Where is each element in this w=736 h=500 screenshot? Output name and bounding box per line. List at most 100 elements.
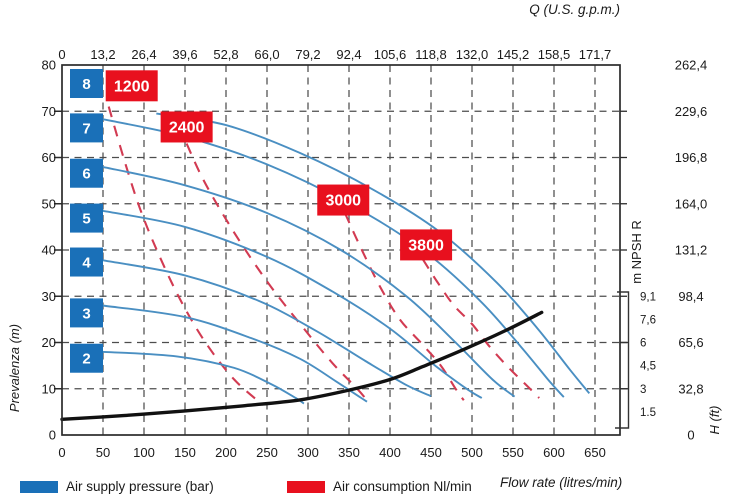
left-axis-tick-label: 40 [42, 243, 56, 258]
pressure-badge-square [70, 113, 103, 143]
top-axis-tick-label: 13,2 [90, 47, 115, 62]
bottom-axis-tick-label: 100 [133, 445, 155, 460]
top-axis-tick-label: 0 [58, 47, 65, 62]
pressure-badge-square [70, 343, 103, 373]
right-axis-tick-label: 0 [687, 428, 694, 443]
right-axis-tick-label: 131,2 [675, 243, 708, 258]
consumption-badge-number: 2400 [169, 119, 205, 136]
bottom-axis-tick-label: 600 [543, 445, 565, 460]
pressure-curve-badge-2bar: 2 [70, 343, 103, 373]
left-axis-tick-label: 0 [49, 428, 56, 443]
bottom-axis-tick-label: 450 [420, 445, 442, 460]
pressure-curve-badge-4bar: 4 [70, 247, 103, 277]
consumption-badge-number: 3000 [325, 193, 361, 210]
top-axis-tick-label: 92,4 [336, 47, 361, 62]
consumption-badge-box [105, 70, 158, 102]
right-axis-tick-label: 164,0 [675, 196, 708, 211]
top-axis-tick-label: 66,0 [254, 47, 279, 62]
npsh-r-curve [60, 310, 544, 421]
legend-label-air-consumption: Air consumption Nl/min [333, 479, 472, 494]
consumption-curve-badge-3800: 3800 [400, 229, 453, 261]
consumption-curve-badge-3000: 3000 [317, 184, 370, 216]
bottom-axis-tick-label: 200 [215, 445, 237, 460]
pressure-curve-badge-8bar: 8 [70, 69, 103, 98]
top-axis-tick-label: 132,0 [456, 47, 489, 62]
air-supply-pressure-curve-4bar [102, 259, 432, 397]
pressure-curve-badge-6bar: 6 [70, 158, 103, 188]
bottom-axis-tick-label: 400 [379, 445, 401, 460]
left-axis-tick-label: 10 [42, 381, 56, 396]
consumption-curve-badge-1200: 1200 [105, 70, 158, 102]
consumption-badge-box [160, 111, 213, 143]
right-axis-tick-label: 229,6 [675, 104, 708, 119]
top-axis-tick-label: 79,2 [295, 47, 320, 62]
top-axis-tick-label: 39,6 [172, 47, 197, 62]
air-consumption-curve-1200 [107, 106, 264, 406]
pressure-curve-badge-7bar: 7 [70, 113, 103, 143]
npsh-axis-title: m NPSH R [629, 220, 644, 284]
npsh-scale-tick-label: 7,6 [640, 314, 656, 326]
left-axis-tick-label: 30 [42, 289, 56, 304]
x-axis-title: Flow rate (litres/min) [500, 475, 623, 490]
pressure-badge-number: 6 [82, 166, 90, 183]
pressure-badge-number: 8 [82, 76, 90, 93]
air-supply-pressure-curve-8bar [156, 112, 591, 395]
pressure-badge-square [70, 158, 103, 188]
bottom-axis-tick-label: 650 [584, 445, 606, 460]
air-supply-pressure-curve-6bar [101, 165, 516, 398]
top-axis-tick-label: 105,6 [374, 47, 407, 62]
top-axis-tick-label: 145,2 [497, 47, 530, 62]
npsh-scale-tick-label: 9,1 [640, 291, 656, 303]
pressure-badge-number: 2 [82, 351, 90, 368]
air-consumption-curve-2400 [185, 143, 368, 401]
npsh-scale-bracket [615, 291, 630, 429]
npsh-scale-tick-label: 4,5 [640, 361, 656, 373]
right-axis-tick-label: 262,4 [675, 58, 708, 73]
npsh-scale-tick-label: 3 [640, 384, 646, 396]
right-axis-tick-label: 65,6 [678, 335, 703, 350]
bottom-axis-tick-label: 500 [461, 445, 483, 460]
right-axis-tick-label: 98,4 [678, 289, 703, 304]
right-axis-title: H (ft) [707, 405, 722, 435]
pressure-badge-square [70, 247, 103, 277]
legend-swatch-air-consumption [287, 481, 325, 493]
air-supply-pressure-curve-3bar [102, 304, 368, 403]
consumption-badge-number: 1200 [114, 78, 150, 95]
air-consumption-curve-3800 [421, 258, 540, 399]
pressure-badge-number: 3 [82, 305, 90, 322]
pressure-badge-number: 5 [82, 211, 90, 228]
top-axis-title: Q (U.S. g.p.m.) [529, 2, 620, 17]
pressure-badge-number: 4 [82, 255, 91, 272]
bottom-axis-tick-label: 550 [502, 445, 524, 460]
left-axis-tick-label: 60 [42, 150, 56, 165]
left-axis-tick-label: 20 [42, 335, 56, 350]
legend-air-supply: Air supply pressure (bar) [20, 479, 214, 494]
bottom-axis-tick-label: 250 [256, 445, 278, 460]
left-axis-tick-label: 80 [42, 58, 56, 73]
consumption-badge-box [317, 184, 370, 216]
consumption-badge-number: 3800 [408, 237, 444, 254]
top-axis-tick-label: 171,7 [579, 47, 612, 62]
bottom-axis-tick-label: 150 [174, 445, 196, 460]
right-axis-tick-label: 196,8 [675, 150, 708, 165]
pressure-badge-square [70, 69, 103, 98]
npsh-scale-tick-label: 6 [640, 338, 646, 350]
pressure-curve-badge-5bar: 5 [70, 203, 103, 233]
bottom-axis-tick-label: 50 [96, 445, 110, 460]
air-supply-pressure-curve-2bar [102, 350, 305, 405]
consumption-curve-badge-2400: 2400 [160, 111, 213, 143]
legend-swatch-air-supply-pressure [20, 481, 58, 493]
top-axis-tick-label: 26,4 [131, 47, 156, 62]
bottom-axis-tick-label: 0 [58, 445, 65, 460]
bottom-axis-tick-label: 300 [297, 445, 319, 460]
npsh-scale-tick-label: 1.5 [640, 407, 656, 419]
pressure-badge-square [70, 298, 103, 328]
top-axis-tick-label: 52,8 [213, 47, 238, 62]
legend-air-consumption: Air consumption Nl/min [287, 479, 472, 494]
right-axis-tick-label: 32,8 [678, 381, 703, 396]
air-supply-pressure-curve-5bar [102, 209, 483, 399]
left-axis-title: Prevalenza (m) [7, 323, 22, 413]
left-axis-tick-label: 70 [42, 104, 56, 119]
